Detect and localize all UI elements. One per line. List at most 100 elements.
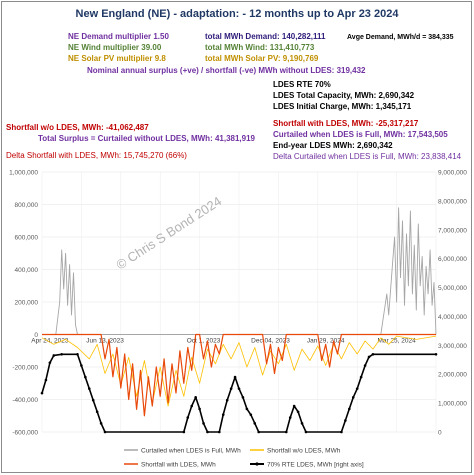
chart-title: New England (NE) - adaptation: - 12 mont…: [75, 8, 399, 20]
total-demand: total MWh Demand: 140,282,111: [205, 32, 326, 41]
ldes-point: [304, 430, 308, 434]
solar-multiplier: NE Solar PV multiplier 9.8: [68, 54, 166, 63]
ldes-point: [300, 422, 304, 425]
ldes-point: [52, 354, 56, 357]
ldes-point: [225, 398, 229, 402]
ldes-initial-charge: LDES Initial Charge, MWh: 1,345,171: [273, 102, 412, 111]
ldes-point: [284, 430, 288, 434]
left-axis-tick-label: 800,000: [15, 202, 39, 209]
right-axis-tick-label: 0: [438, 430, 442, 437]
left-axis-tick-label: -200,000: [12, 365, 38, 372]
ldes-point: [296, 410, 300, 414]
ldes-point: [249, 413, 253, 416]
series-shortfall-without-ldes: [41, 335, 437, 407]
right-axis-tick-label: 3,000,000: [438, 343, 467, 350]
x-tick-label: Mar 25, 2024: [377, 338, 416, 345]
ldes-point: [351, 396, 355, 399]
left-axis-tick-label: -600,000: [12, 430, 38, 437]
ldes-point: [202, 422, 205, 425]
ldes-point: [221, 413, 225, 416]
ldes-point: [257, 430, 260, 434]
ldes-point: [76, 352, 79, 356]
ldes-point: [344, 419, 347, 422]
ldes-point: [237, 387, 241, 390]
legend-label: Curtailed when LDES is Full, MWh: [141, 448, 241, 455]
ldes-point: [48, 361, 52, 364]
ldes-point: [355, 387, 359, 390]
ldes-point: [95, 410, 99, 414]
ldes-point: [198, 407, 201, 411]
watermark: © Chris S Bond 2024: [113, 193, 224, 272]
ldes-point: [99, 422, 103, 425]
delta-curtailed: Delta Curtailed when LDES is Full, MWh: …: [273, 152, 462, 161]
ldes-point: [80, 364, 83, 367]
total-surplus: Total Surplus = Curtailed without LDES, …: [38, 134, 255, 143]
series-curtailed: [49, 207, 437, 335]
left-axis-tick-label: 1,000,000: [9, 170, 38, 177]
ldes-point: [340, 430, 343, 434]
ldes-total-capacity: LDES Total Capacity, MWh: 2,690,342: [273, 91, 415, 100]
ldes-point: [194, 396, 197, 399]
ldes-point: [253, 422, 257, 425]
curtailed-when-full: Curtailed when LDES is Full, MWh: 17,543…: [273, 130, 448, 139]
demand-multiplier: NE Demand multiplier 1.50: [68, 32, 169, 41]
ldes-point: [60, 352, 63, 356]
ldes-point: [182, 430, 186, 434]
ldes-point: [292, 404, 296, 408]
ldes-point: [434, 352, 438, 356]
x-tick-label: Jun 13, 2023: [86, 338, 124, 345]
x-tick-label: Dec 04, 2023: [251, 338, 290, 345]
delta-shortfall: Delta Shortfall with LDES, MWh: 15,745,2…: [6, 151, 187, 160]
left-axis-tick-label: 400,000: [15, 267, 39, 274]
ldes-point: [359, 375, 363, 379]
shortfall-without-ldes: Shortfall w/o LDES, MWh: -41,062,487: [6, 123, 149, 132]
ldes-point: [241, 396, 245, 399]
ldes-point: [288, 416, 292, 419]
ldes-rte: LDES RTE 70%: [273, 80, 331, 89]
ldes-point: [44, 378, 48, 382]
right-axis-tick-label: 2,000,000: [438, 372, 467, 379]
ldes-point: [233, 375, 237, 379]
end-year-ldes: End-year LDES MWh: 2,690,342: [273, 141, 393, 150]
right-axis-tick-label: 9,000,000: [438, 170, 467, 177]
ldes-point: [103, 430, 107, 434]
legend-label: 70% RTE LDES, MWh [right axis]: [267, 462, 364, 469]
right-axis-tick-label: 8,000,000: [438, 198, 467, 205]
left-axis-tick-label: 0: [34, 332, 38, 339]
ldes-point: [229, 387, 233, 390]
x-tick-label: Oct 1, 2023: [187, 338, 221, 345]
nominal-surplus: Nominal annual surplus (+ve) / shortfall…: [87, 66, 366, 75]
shortfall-with-ldes: Shortfall with LDES, MWh: -25,317,217: [273, 119, 419, 128]
left-axis-tick-label: -400,000: [12, 397, 38, 404]
series-shortfall-with-ldes: [42, 333, 436, 417]
right-axis-tick-label: 6,000,000: [438, 256, 467, 263]
left-axis-tick-label: 200,000: [15, 300, 39, 307]
ldes-point: [206, 430, 209, 434]
ldes-point: [363, 364, 367, 367]
legend-label: Shortfall with LDES, MWh: [141, 462, 216, 469]
legend-label: Shortfall w/o LDES, MWh: [267, 448, 341, 455]
right-axis-tick-label: 4,000,000: [438, 314, 467, 321]
ldes-point: [40, 391, 44, 395]
left-axis-tick-label: 600,000: [15, 235, 39, 242]
right-axis-tick-label: 5,000,000: [438, 285, 467, 292]
right-axis-tick-label: 7,000,000: [438, 227, 467, 234]
wind-multiplier: NE Wind multiplier 39.00: [68, 43, 162, 52]
ldes-point: [367, 355, 371, 359]
ldes-point: [348, 407, 351, 411]
legend-marker: [255, 462, 259, 466]
ldes-point: [186, 416, 190, 419]
ldes-point: [190, 404, 194, 408]
total-solar: total MWh Solar PV: 9,190,769: [205, 54, 319, 63]
ldes-point: [218, 430, 221, 434]
ldes-point: [91, 398, 95, 402]
ldes-point: [87, 387, 91, 390]
x-tick-label: Apr 24, 2023: [31, 338, 69, 345]
ldes-point: [245, 407, 249, 411]
right-axis-tick-label: 1,000,000: [438, 401, 467, 408]
total-wind: total MWh Wind: 131,410,773: [205, 43, 315, 52]
ldes-point: [371, 352, 375, 356]
ldes-point: [84, 375, 87, 379]
